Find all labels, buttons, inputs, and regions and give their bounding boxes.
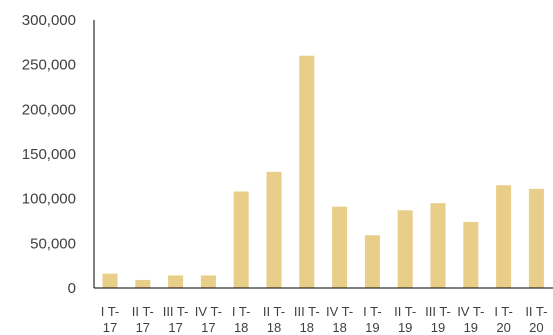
x-tick-label: I T-17: [101, 304, 120, 335]
bar: [364, 235, 380, 288]
x-tick-label: IV T-19: [457, 304, 484, 335]
x-tick-label-line: I T-: [101, 304, 120, 319]
x-tick-label-line: IV T-: [457, 304, 484, 319]
x-tick-label: III T-17: [163, 304, 189, 335]
x-tick-label-line: II T-: [394, 304, 416, 319]
y-tick-label: 150,000: [22, 146, 76, 163]
x-tick-label-line: II T-: [525, 304, 547, 319]
x-tick-label: I T-19: [363, 304, 382, 335]
x-tick-label-line: IV T-: [195, 304, 222, 319]
x-tick-label-line: 17: [201, 320, 215, 335]
bar: [332, 206, 348, 288]
x-tick-label-line: 18: [300, 320, 314, 335]
x-tick-label: IV T-18: [326, 304, 353, 335]
x-tick-label: II T-19: [394, 304, 416, 335]
x-tick-label-line: II T-: [263, 304, 285, 319]
x-tick-label-line: 20: [529, 320, 543, 335]
y-tick-label: 300,000: [22, 12, 76, 29]
bar: [496, 185, 512, 288]
x-tick-label-line: III T-: [294, 304, 320, 319]
y-tick-label: 100,000: [22, 191, 76, 208]
x-tick-label-line: I T-: [494, 304, 513, 319]
x-tick-label-line: 17: [136, 320, 150, 335]
bars: [102, 55, 544, 288]
x-tick-label-line: 19: [365, 320, 379, 335]
bar: [102, 273, 118, 288]
x-tick-label-line: 17: [103, 320, 117, 335]
x-tick-label: IV T-17: [195, 304, 222, 335]
x-tick-label: I T-18: [232, 304, 251, 335]
x-tick-label: II T-17: [132, 304, 154, 335]
x-tick-label-line: 18: [267, 320, 281, 335]
bar: [463, 221, 479, 288]
x-tick-label-line: III T-: [425, 304, 451, 319]
x-tick-label-line: 19: [431, 320, 445, 335]
y-axis-ticks: 0 50,000 100,000 150,000 200,000 250,000 300,0…: [22, 12, 76, 297]
x-tick-label: III T-18: [294, 304, 320, 335]
x-tick-label-line: II T-: [132, 304, 154, 319]
x-tick-label: III T-19: [425, 304, 451, 335]
bar: [397, 210, 413, 288]
x-tick-label: I T-20: [494, 304, 513, 335]
x-tick-label-line: 17: [168, 320, 182, 335]
x-tick-label: II T-18: [263, 304, 285, 335]
x-tick-label-line: 18: [332, 320, 346, 335]
x-tick-label-line: 20: [496, 320, 510, 335]
x-tick-label-line: IV T-: [326, 304, 353, 319]
bar: [168, 275, 184, 288]
bar: [135, 279, 151, 288]
x-tick-label-line: I T-: [363, 304, 382, 319]
x-tick-label-line: 19: [398, 320, 412, 335]
x-tick-label: II T-20: [525, 304, 547, 335]
y-tick-label: 0: [68, 280, 76, 297]
bar: [528, 188, 544, 288]
x-tick-label-line: III T-: [163, 304, 189, 319]
bar: [299, 55, 315, 288]
y-tick-label: 200,000: [22, 101, 76, 118]
bar: [200, 275, 216, 288]
bar: [233, 191, 249, 288]
y-tick-label: 50,000: [30, 235, 76, 252]
x-tick-label-line: 19: [464, 320, 478, 335]
x-tick-label-line: 18: [234, 320, 248, 335]
x-tick-label-line: I T-: [232, 304, 251, 319]
bar: [266, 171, 282, 288]
y-tick-label: 250,000: [22, 57, 76, 74]
bar: [430, 203, 446, 288]
